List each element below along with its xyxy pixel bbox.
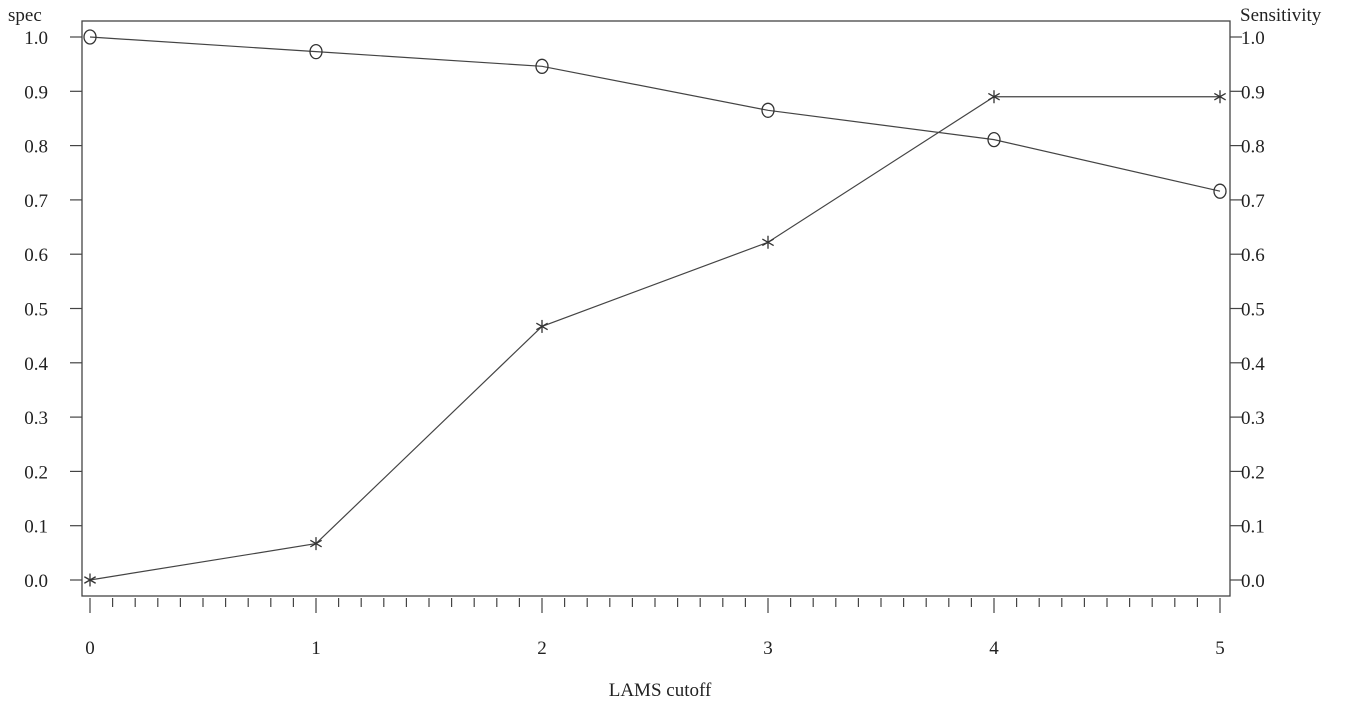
spec-line	[89, 36, 1221, 192]
spec-point	[987, 131, 1001, 148]
y-left-tick-label: 0.9	[24, 82, 48, 103]
x-tick-label: 1	[311, 638, 321, 659]
y-right-tick-label: 1.0	[1241, 28, 1265, 49]
spec-point	[761, 102, 775, 118]
x-axis-ticks: 0 1 2 3 4 5	[85, 598, 1225, 659]
y-left-tick-label: 0.8	[24, 137, 48, 158]
y-right-tick-label: 0.2	[1241, 462, 1265, 483]
y-right-tick-label: 0.1	[1241, 517, 1265, 538]
y-axis-left-title: spec	[8, 5, 42, 26]
spec-point	[1213, 183, 1227, 199]
y-left-tick-label: 0.0	[24, 571, 48, 592]
y-axis-right-title: Sensitivity	[1240, 5, 1322, 26]
y-left-tick-label: 0.5	[24, 300, 48, 321]
x-tick-label: 0	[85, 638, 95, 659]
y-right-tick-label: 0.0	[1241, 571, 1265, 592]
y-right-tick-label: 0.8	[1241, 137, 1265, 158]
spec-point	[83, 29, 97, 45]
y-left-tick-label: 0.2	[24, 462, 48, 483]
sensitivity-point	[1214, 90, 1226, 104]
y-left-tick-label: 0.1	[24, 517, 48, 538]
sensitivity-point	[310, 537, 322, 551]
y-left-tick-label: 0.7	[24, 191, 48, 212]
sensitivity-point	[84, 573, 96, 587]
y-right-tick-label: 0.6	[1241, 245, 1265, 266]
y-right-tick-label: 0.5	[1241, 300, 1265, 321]
y-axis-left-ticks: 0.0 0.1 0.2 0.3 0.4 0.5 0.6 0.7 0.8 0.9 1.0	[24, 28, 82, 592]
y-left-tick-label: 0.6	[24, 245, 48, 266]
spec-point	[309, 44, 323, 60]
x-tick-label: 4	[989, 638, 999, 659]
sensitivity-point	[762, 235, 774, 249]
y-left-tick-label: 0.3	[24, 408, 48, 429]
x-axis-title: LAMS cutoff	[609, 680, 712, 701]
y-right-tick-label: 0.3	[1241, 408, 1265, 429]
plot-frame	[81, 20, 1231, 597]
spec-point	[535, 58, 549, 74]
x-tick-label: 5	[1215, 638, 1225, 659]
y-right-tick-label: 0.4	[1241, 354, 1265, 375]
y-right-tick-label: 0.9	[1241, 82, 1265, 103]
sensitivity-point	[536, 319, 548, 333]
sensitivity-point	[988, 90, 1000, 104]
y-left-tick-label: 0.4	[24, 354, 48, 375]
y-right-tick-label: 0.7	[1241, 191, 1265, 212]
y-axis-right-ticks: 0.0 0.1 0.2 0.3 0.4 0.5 0.6 0.7 0.8 0.9 1.0	[1230, 28, 1265, 592]
sensitivity-line	[89, 96, 1220, 581]
series-layer	[83, 29, 1227, 587]
x-tick-label: 3	[763, 638, 773, 659]
y-left-tick-label: 1.0	[24, 28, 48, 49]
x-minor-ticks	[111, 598, 1199, 607]
x-tick-label: 2	[537, 638, 547, 659]
